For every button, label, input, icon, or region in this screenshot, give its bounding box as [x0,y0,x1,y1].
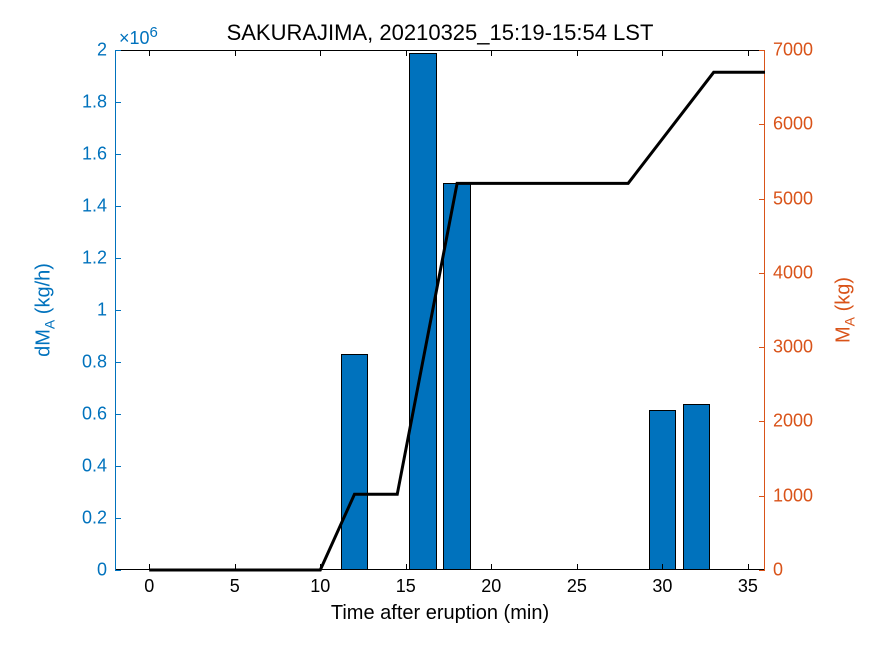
y-left-tick-label: 0 [97,560,107,581]
y-right-tick [759,421,765,422]
x-tick-top [406,50,407,56]
y-left-tick [115,154,121,155]
y-right-tick-label: 6000 [773,114,813,135]
x-axis-label: Time after eruption (min) [331,602,549,625]
y-right-axis-line [764,50,765,570]
y-left-tick [115,570,121,571]
y-left-tick-label: 0.4 [82,456,107,477]
x-tick-label: 5 [230,576,240,597]
y-right-tick [759,496,765,497]
y-right-tick-label: 4000 [773,262,813,283]
x-tick-top [577,50,578,56]
x-tick [149,564,150,570]
y-left-tick [115,310,121,311]
y-left-tick-label: 0.6 [82,404,107,425]
y-left-tick [115,362,121,363]
y-right-tick-label: 2000 [773,411,813,432]
y-left-tick [115,50,121,51]
y-left-tick-label: 1 [97,300,107,321]
x-tick-label: 25 [567,576,587,597]
x-tick-label: 20 [481,576,501,597]
y-right-tick [759,199,765,200]
x-tick-top [662,50,663,56]
y-right-tick-label: 1000 [773,485,813,506]
x-tick-label: 35 [738,576,758,597]
y-right-tick-label: 0 [773,560,783,581]
y-right-tick-label: 3000 [773,337,813,358]
x-tick [577,564,578,570]
y-left-tick-label: 1.2 [82,248,107,269]
x-tick [748,564,749,570]
bar [341,354,368,570]
x-tick [662,564,663,570]
x-tick [235,564,236,570]
y-right-tick-label: 5000 [773,188,813,209]
bar [649,410,676,570]
y-left-tick [115,258,121,259]
y-right-axis-label: MA (kg) [833,277,858,343]
bar [409,53,436,570]
y-right-tick [759,124,765,125]
y-left-tick [115,102,121,103]
y-left-tick [115,466,121,467]
y-left-tick-label: 0.8 [82,352,107,373]
y-left-exponent-label: ×106 [119,24,158,49]
chart-title: SAKURAJIMA, 20210325_15:19-15:54 LST [227,20,654,46]
x-tick [320,564,321,570]
x-tick-label: 15 [396,576,416,597]
y-right-tick [759,347,765,348]
x-tick-top [320,50,321,56]
y-left-tick [115,414,121,415]
x-tick [491,564,492,570]
y-right-tick [759,570,765,571]
y-left-tick-label: 1.4 [82,196,107,217]
x-tick-label: 10 [310,576,330,597]
y-left-tick-label: 0.2 [82,508,107,529]
x-tick-top [491,50,492,56]
bar [683,404,710,570]
x-tick [406,564,407,570]
y-left-tick-label: 1.6 [82,144,107,165]
figure: SAKURAJIMA, 20210325_15:19-15:54 LST ×10… [0,0,875,656]
y-right-tick [759,273,765,274]
y-left-tick [115,518,121,519]
y-right-tick-label: 7000 [773,40,813,61]
x-tick-label: 30 [652,576,672,597]
bar [443,183,470,570]
y-right-tick [759,50,765,51]
y-left-axis-label: dMA (kg/h) [33,263,58,357]
x-tick-top [149,50,150,56]
x-tick-label: 0 [144,576,154,597]
x-tick-top [235,50,236,56]
y-left-tick [115,206,121,207]
y-left-tick-label: 1.8 [82,92,107,113]
y-left-tick-label: 2 [97,40,107,61]
x-tick-top [748,50,749,56]
